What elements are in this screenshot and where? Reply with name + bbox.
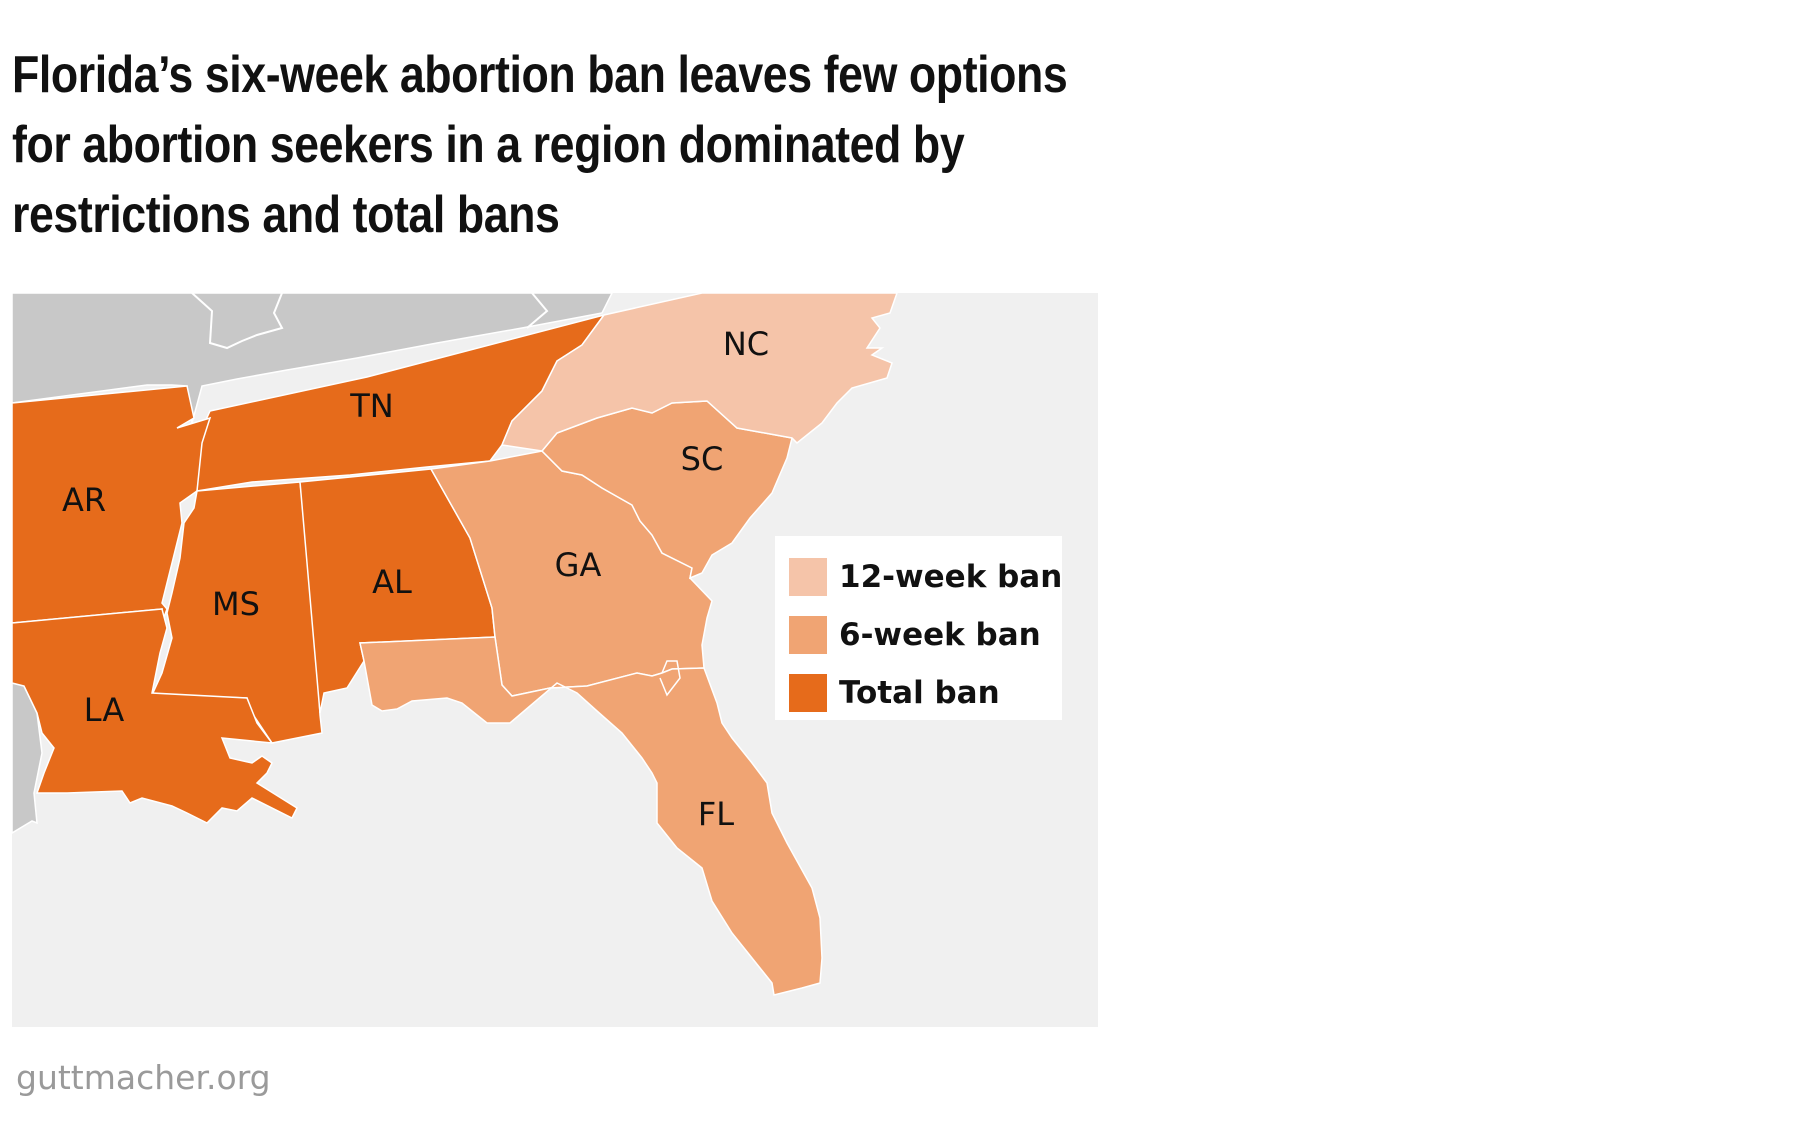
label-sc: SC [681,440,724,478]
legend-label-total: Total ban [839,675,1000,711]
legend-item-6-week: 6-week ban [789,606,1048,664]
florida-panhandle-line [659,660,681,697]
label-fl: FL [698,795,734,833]
other-states-north-divider [191,293,549,350]
map-legend: 12-week ban 6-week ban Total ban [775,536,1062,720]
label-nc: NC [723,325,769,363]
legend-label-12-week: 12-week ban [839,559,1063,595]
title-line-1: Florida’s six-week abortion ban leaves f… [12,46,1068,104]
legend-swatch-6-week [789,616,827,654]
state-fl [359,636,823,996]
label-ga: GA [555,546,602,584]
label-la: LA [84,691,125,729]
state-la [12,608,298,824]
legend-item-12-week: 12-week ban [789,548,1062,606]
title-line-2: for abortion seekers in a region dominat… [12,116,965,174]
legend-swatch-12-week [789,558,827,596]
chart-title: Florida’s six-week abortion ban leaves f… [12,40,1068,250]
legend-item-total: Total ban [789,664,1048,722]
label-ar: AR [62,481,106,519]
legend-label-6-week: 6-week ban [839,617,1041,653]
source-credit: guttmacher.org [16,1058,271,1097]
other-states-north [12,293,613,424]
map-svg: NC SC GA FL TN AR MS AL LA [12,293,1098,1027]
label-ms: MS [212,585,260,623]
label-tn: TN [349,387,393,425]
legend-swatch-total [789,674,827,712]
state-nc [500,293,898,452]
title-line-3: restrictions and total bans [12,186,560,244]
label-al: AL [372,563,412,601]
map: NC SC GA FL TN AR MS AL LA [12,293,1098,1027]
